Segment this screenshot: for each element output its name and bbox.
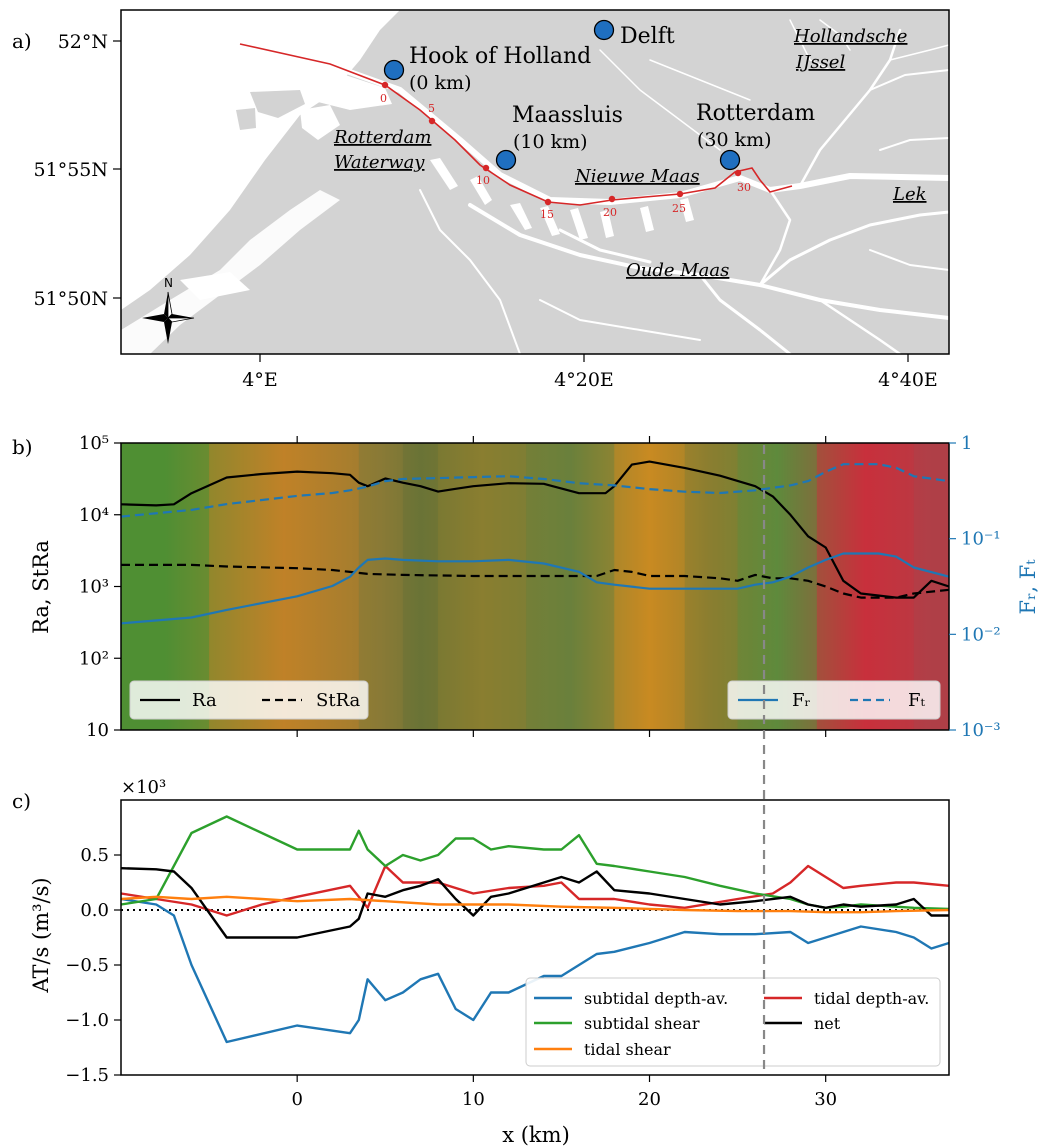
c-xtick-label-0: 0 xyxy=(291,1089,302,1110)
km-label-15: 15 xyxy=(540,208,554,221)
lat-tick-5150: 51°50N xyxy=(34,288,108,310)
panel-c-letter: c) xyxy=(12,789,31,813)
city-sub-maassluis: (10 km) xyxy=(513,131,588,153)
c-xtick-label-2: 20 xyxy=(638,1089,661,1110)
c-ytick-label-3: 0.0 xyxy=(80,900,109,921)
label-hollandsche: Hollandsche xyxy=(793,26,907,47)
compass-icon: N xyxy=(142,276,195,344)
panel-b-series xyxy=(120,460,950,625)
panel-a-letter: a) xyxy=(12,29,32,53)
b-ytick-label-left-3: 10⁴ xyxy=(79,505,109,526)
city-sub-hook: (0 km) xyxy=(409,72,471,94)
background-bands xyxy=(121,443,949,730)
city-label-delft: Delft xyxy=(620,24,675,49)
lat-tick-52: 52°N xyxy=(58,31,108,53)
panel-b-letter: b) xyxy=(12,435,33,459)
lon-tick-440: 4°40E xyxy=(878,369,938,391)
c-ytick-label-2: −0.5 xyxy=(65,955,109,976)
city-delft xyxy=(593,19,615,41)
label-rotterdam-waterway-1: Rotterdam xyxy=(333,127,431,148)
label-rotterdam-waterway-2: Waterway xyxy=(334,152,425,173)
city-hook-of-holland xyxy=(383,59,405,81)
background-band-4 xyxy=(438,443,527,730)
map-channel xyxy=(239,43,793,206)
lat-tick-5155: 51°55N xyxy=(34,159,108,181)
legend-ra: Ra xyxy=(192,690,217,711)
b-ytick-label-left-1: 10² xyxy=(79,648,109,669)
city-label-maassluis: Maassluis xyxy=(512,103,623,128)
legend-ft: Fₜ xyxy=(908,690,925,711)
b-ytick-label-left-0: 10 xyxy=(86,720,109,741)
legend-fr: Fᵣ xyxy=(792,690,811,711)
series-net xyxy=(120,867,949,939)
city-rotterdam xyxy=(719,149,741,171)
legend-stra: StRa xyxy=(316,690,361,711)
series-fr xyxy=(120,552,950,625)
series-tidal-depth-av xyxy=(120,864,950,917)
panel-b-ylabel-left: Ra, StRa xyxy=(29,540,53,634)
map-rivers xyxy=(237,19,949,354)
label-nieuwe-maas: Nieuwe Maas xyxy=(574,166,700,187)
water-labels: Rotterdam Waterway Nieuwe Maas Oude Maas… xyxy=(333,26,927,281)
cities: Hook of Holland (0 km) Maassluis (10 km)… xyxy=(383,19,815,171)
city-sub-rotterdam: (30 km) xyxy=(697,129,772,151)
city-label-hook: Hook of Holland xyxy=(409,44,591,69)
km-label-0: 0 xyxy=(380,92,387,105)
panel-c-xlabel: x (km) xyxy=(502,1123,570,1147)
panel-c-chart: c) ×10³ −1.5 −1.0 −0.5 0.0 0.5 0 10 20 30 AT/s (… xyxy=(12,777,950,1147)
b-ytick-label-left-4: 10⁵ xyxy=(79,433,109,454)
legend-left: Ra StRa xyxy=(129,680,369,720)
b-ytick-label-left-2: 10³ xyxy=(79,577,109,598)
km-label-10: 10 xyxy=(476,174,490,187)
legend-net: net xyxy=(814,1014,841,1033)
c-xtick-label-1: 10 xyxy=(462,1089,485,1110)
lon-tick-420: 4°20E xyxy=(554,369,614,391)
label-ijssel: IJssel xyxy=(795,52,845,73)
panel-c-series xyxy=(120,815,950,1044)
panel-c-ylabel: AT/s (m³/s) xyxy=(29,877,53,993)
c-ytick-label-1: −1.0 xyxy=(65,1010,109,1031)
compass-north-label: N xyxy=(164,276,173,290)
label-oude-maas: Oude Maas xyxy=(626,260,729,281)
panel-c-frame xyxy=(120,799,950,1076)
map-frame xyxy=(120,9,950,355)
km-label-20: 20 xyxy=(603,206,617,219)
b-ytick-label-right-3: 1 xyxy=(961,433,972,454)
background-band-5 xyxy=(526,443,615,730)
legend-tidal-shear: tidal shear xyxy=(584,1040,671,1059)
label-lek: Lek xyxy=(892,184,927,205)
series-ra xyxy=(120,460,950,599)
legend-subtidal-shear: subtidal shear xyxy=(584,1014,700,1033)
series-subtidal-depth-av xyxy=(120,897,950,1044)
city-maassluis xyxy=(495,149,517,171)
map-harbour xyxy=(232,70,392,150)
map-axis-labels: 52°N 51°55N 51°50N 4°E 4°20E 4°40E xyxy=(34,31,938,391)
b-ytick-label-right-1: 10⁻² xyxy=(961,624,1001,645)
legend-right: Fᵣ Fₜ xyxy=(727,680,941,720)
b-ytick-label-right-2: 10⁻¹ xyxy=(961,529,1001,550)
lon-tick-4: 4°E xyxy=(242,369,277,391)
b-ytick-label-right-0: 10⁻³ xyxy=(961,720,1001,741)
series-ft xyxy=(120,463,950,518)
panel-a-map: a) xyxy=(12,9,950,391)
km-marks: 0 5 10 15 20 25 30 xyxy=(380,81,751,221)
series-stra xyxy=(121,563,950,599)
map-basins xyxy=(430,158,694,240)
c-ytick-label-4: 0.5 xyxy=(80,845,109,866)
km-label-30: 30 xyxy=(737,181,751,194)
c-ytick-label-0: −1.5 xyxy=(65,1065,109,1086)
city-label-rotterdam: Rotterdam xyxy=(696,101,815,126)
legend-tidal-depth: tidal depth-av. xyxy=(814,989,929,1008)
c-xtick-label-3: 30 xyxy=(814,1089,837,1110)
km-label-5: 5 xyxy=(428,102,435,115)
series-tidal-shear xyxy=(120,895,950,914)
km-label-25: 25 xyxy=(672,202,686,215)
panel-c-multiplier: ×10³ xyxy=(121,777,166,798)
panel-b-ylabel-right: Fᵣ, Fₜ xyxy=(1016,559,1040,615)
legend-c: subtidal depth-av. tidal depth-av. subti… xyxy=(525,977,941,1067)
legend-subtidal-depth: subtidal depth-av. xyxy=(584,989,728,1008)
